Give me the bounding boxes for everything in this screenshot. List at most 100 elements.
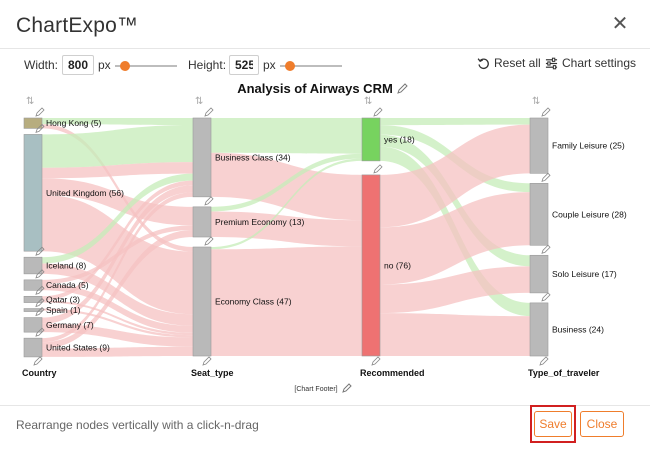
node-edit-pencil-icon[interactable] <box>35 123 45 134</box>
reset-icon <box>477 57 489 69</box>
column-label-country: Country <box>22 368 57 378</box>
width-input[interactable] <box>62 55 94 75</box>
node-label-qatar: Qatar (3) <box>46 294 80 304</box>
save-button[interactable]: Save <box>534 411 572 437</box>
node-edit-pencil-icon[interactable] <box>35 107 45 117</box>
sankey-link-no-to-business <box>380 313 530 356</box>
sankey-link-hong-kong-to-economy-class <box>42 124 193 252</box>
save-highlight-box <box>530 405 576 443</box>
node-edit-pencil-icon[interactable] <box>541 292 551 302</box>
node-edit-pencil-icon[interactable] <box>35 285 45 295</box>
node-label-no: no (76) <box>384 260 411 270</box>
node-edit-pencil-icon[interactable] <box>35 297 45 308</box>
title-edit-pencil-icon[interactable] <box>397 83 408 94</box>
node-label-business-class: Business Class (34) <box>215 152 291 162</box>
width-label: Width: <box>24 58 59 72</box>
sankey-link-no-to-couple-leisure <box>380 192 530 285</box>
sankey-link-canada-to-economy-class <box>42 284 193 333</box>
height-input[interactable] <box>229 55 259 75</box>
column-sort-icon[interactable]: ⇅ <box>364 96 372 107</box>
sankey-link-economy-class-to-no <box>211 246 362 356</box>
close-button[interactable]: Close <box>580 411 624 437</box>
column-sort-icon[interactable]: ⇅ <box>195 96 203 107</box>
node-label-united-kingdom: United Kingdom (56) <box>46 188 124 198</box>
node-edit-pencil-icon[interactable] <box>373 164 383 174</box>
node-edit-pencil-icon[interactable] <box>204 196 214 206</box>
sankey-node-couple-leisure[interactable] <box>529 183 549 246</box>
sankey-chart: Analysis of Airways CRM ⇅ Hong Kong (5) Un… <box>22 81 627 393</box>
sankey-link-economy-class-to-yes <box>211 158 362 250</box>
column-edit-pencil-icon[interactable] <box>539 356 549 366</box>
node-edit-pencil-icon[interactable] <box>541 244 551 254</box>
column-edit-pencil-icon[interactable] <box>371 356 381 366</box>
sliders-icon <box>545 57 558 69</box>
sankey-link-united-kingdom-to-business-class <box>42 124 193 168</box>
column-edit-pencil-icon[interactable] <box>33 356 43 366</box>
sankey-link-no-to-solo-leisure <box>380 266 530 314</box>
node-label-iceland: Iceland (8) <box>46 261 86 271</box>
sankey-link-united-kingdom-to-business-class <box>42 162 193 179</box>
node-edit-pencil-icon[interactable] <box>35 327 45 337</box>
node-edit-pencil-icon[interactable] <box>204 236 214 246</box>
node-label-family-leisure: Family Leisure (25) <box>552 141 625 151</box>
column-label-type-of-traveler: Type_of_traveler <box>528 368 600 378</box>
app-title: ChartExpo™ <box>16 14 139 37</box>
node-label-hong-kong: Hong Kong (5) <box>46 118 101 128</box>
column-sort-icon[interactable]: ⇅ <box>532 96 540 107</box>
sankey-node-spain[interactable] <box>23 308 43 312</box>
chart-settings-button[interactable]: Chart settings <box>545 56 636 70</box>
sankey-link-yes-to-family-leisure <box>380 118 530 126</box>
sankey-node-solo-leisure[interactable] <box>529 254 549 294</box>
sankey-node-premium-economy[interactable] <box>192 206 212 238</box>
node-label-economy-class: Economy Class (47) <box>215 297 292 307</box>
column-labels: Country Seat_type Recommended Type_of_trave… <box>22 356 600 378</box>
sankey-link-united-states-to-business-class <box>42 192 193 343</box>
node-label-solo-leisure: Solo Leisure (17) <box>552 269 617 279</box>
chart-title: Analysis of Airways CRM <box>237 81 393 96</box>
sankey-link-qatar-to-economy-class <box>42 300 193 336</box>
node-edit-pencil-icon[interactable] <box>373 107 383 117</box>
sankey-link-united-kingdom-to-premium-economy <box>42 178 193 226</box>
node-edit-pencil-icon[interactable] <box>35 269 45 279</box>
node-edit-pencil-icon[interactable] <box>541 172 551 182</box>
sankey-link-germany-to-business-class <box>42 185 193 324</box>
sankey-link-hong-kong-to-business-class <box>42 118 193 125</box>
width-slider[interactable] <box>115 61 177 71</box>
header-divider <box>0 48 650 49</box>
sankey-link-no-to-family-leisure <box>380 124 530 228</box>
column-edit-pencil-icon[interactable] <box>202 356 212 366</box>
sankey-node-germany[interactable] <box>23 317 43 333</box>
sankey-link-business-class-to-yes <box>211 118 362 154</box>
node-label-premium-economy: Premium Economy (13) <box>215 217 304 227</box>
node-edit-pencil-icon[interactable] <box>204 107 214 117</box>
footer-edit-pencil-icon[interactable] <box>342 383 352 393</box>
sankey-node-qatar[interactable] <box>23 295 43 303</box>
reset-all-button[interactable]: Reset all <box>477 56 541 70</box>
node-label-yes: yes (18) <box>384 134 415 144</box>
reset-all-label: Reset all <box>494 56 541 70</box>
sankey-node-united-states[interactable] <box>23 337 43 358</box>
height-slider-knob[interactable] <box>285 61 295 71</box>
sankey-node-no[interactable] <box>361 174 381 357</box>
node-edit-pencil-icon[interactable] <box>35 246 45 256</box>
drag-hint: Rearrange nodes vertically with a click-… <box>16 418 259 432</box>
sankey-link-germany-to-economy-class <box>42 323 193 347</box>
width-slider-knob[interactable] <box>120 61 130 71</box>
chart-footer: [Chart Footer] <box>294 386 337 393</box>
sankey-node-canada[interactable] <box>23 279 43 291</box>
sankey-node-united-kingdom[interactable] <box>23 134 43 252</box>
sankey-node-yes[interactable] <box>361 117 381 162</box>
node-edit-pencil-icon[interactable] <box>541 107 551 117</box>
sankey-node-business-class[interactable] <box>192 117 212 198</box>
sankey-node-economy-class[interactable] <box>192 246 212 357</box>
close-icon[interactable]: ✕ <box>611 13 629 35</box>
height-slider[interactable] <box>280 61 342 71</box>
sankey-node-business[interactable] <box>529 302 549 357</box>
sankey-link-iceland-to-economy-class <box>42 263 193 326</box>
sankey-node-family-leisure[interactable] <box>529 117 549 174</box>
sankey-node-hong-kong[interactable] <box>23 117 43 129</box>
node-edit-pencil-icon[interactable] <box>35 306 45 317</box>
column-sort-icon[interactable]: ⇅ <box>26 96 34 107</box>
sankey-node-iceland[interactable] <box>23 256 43 275</box>
